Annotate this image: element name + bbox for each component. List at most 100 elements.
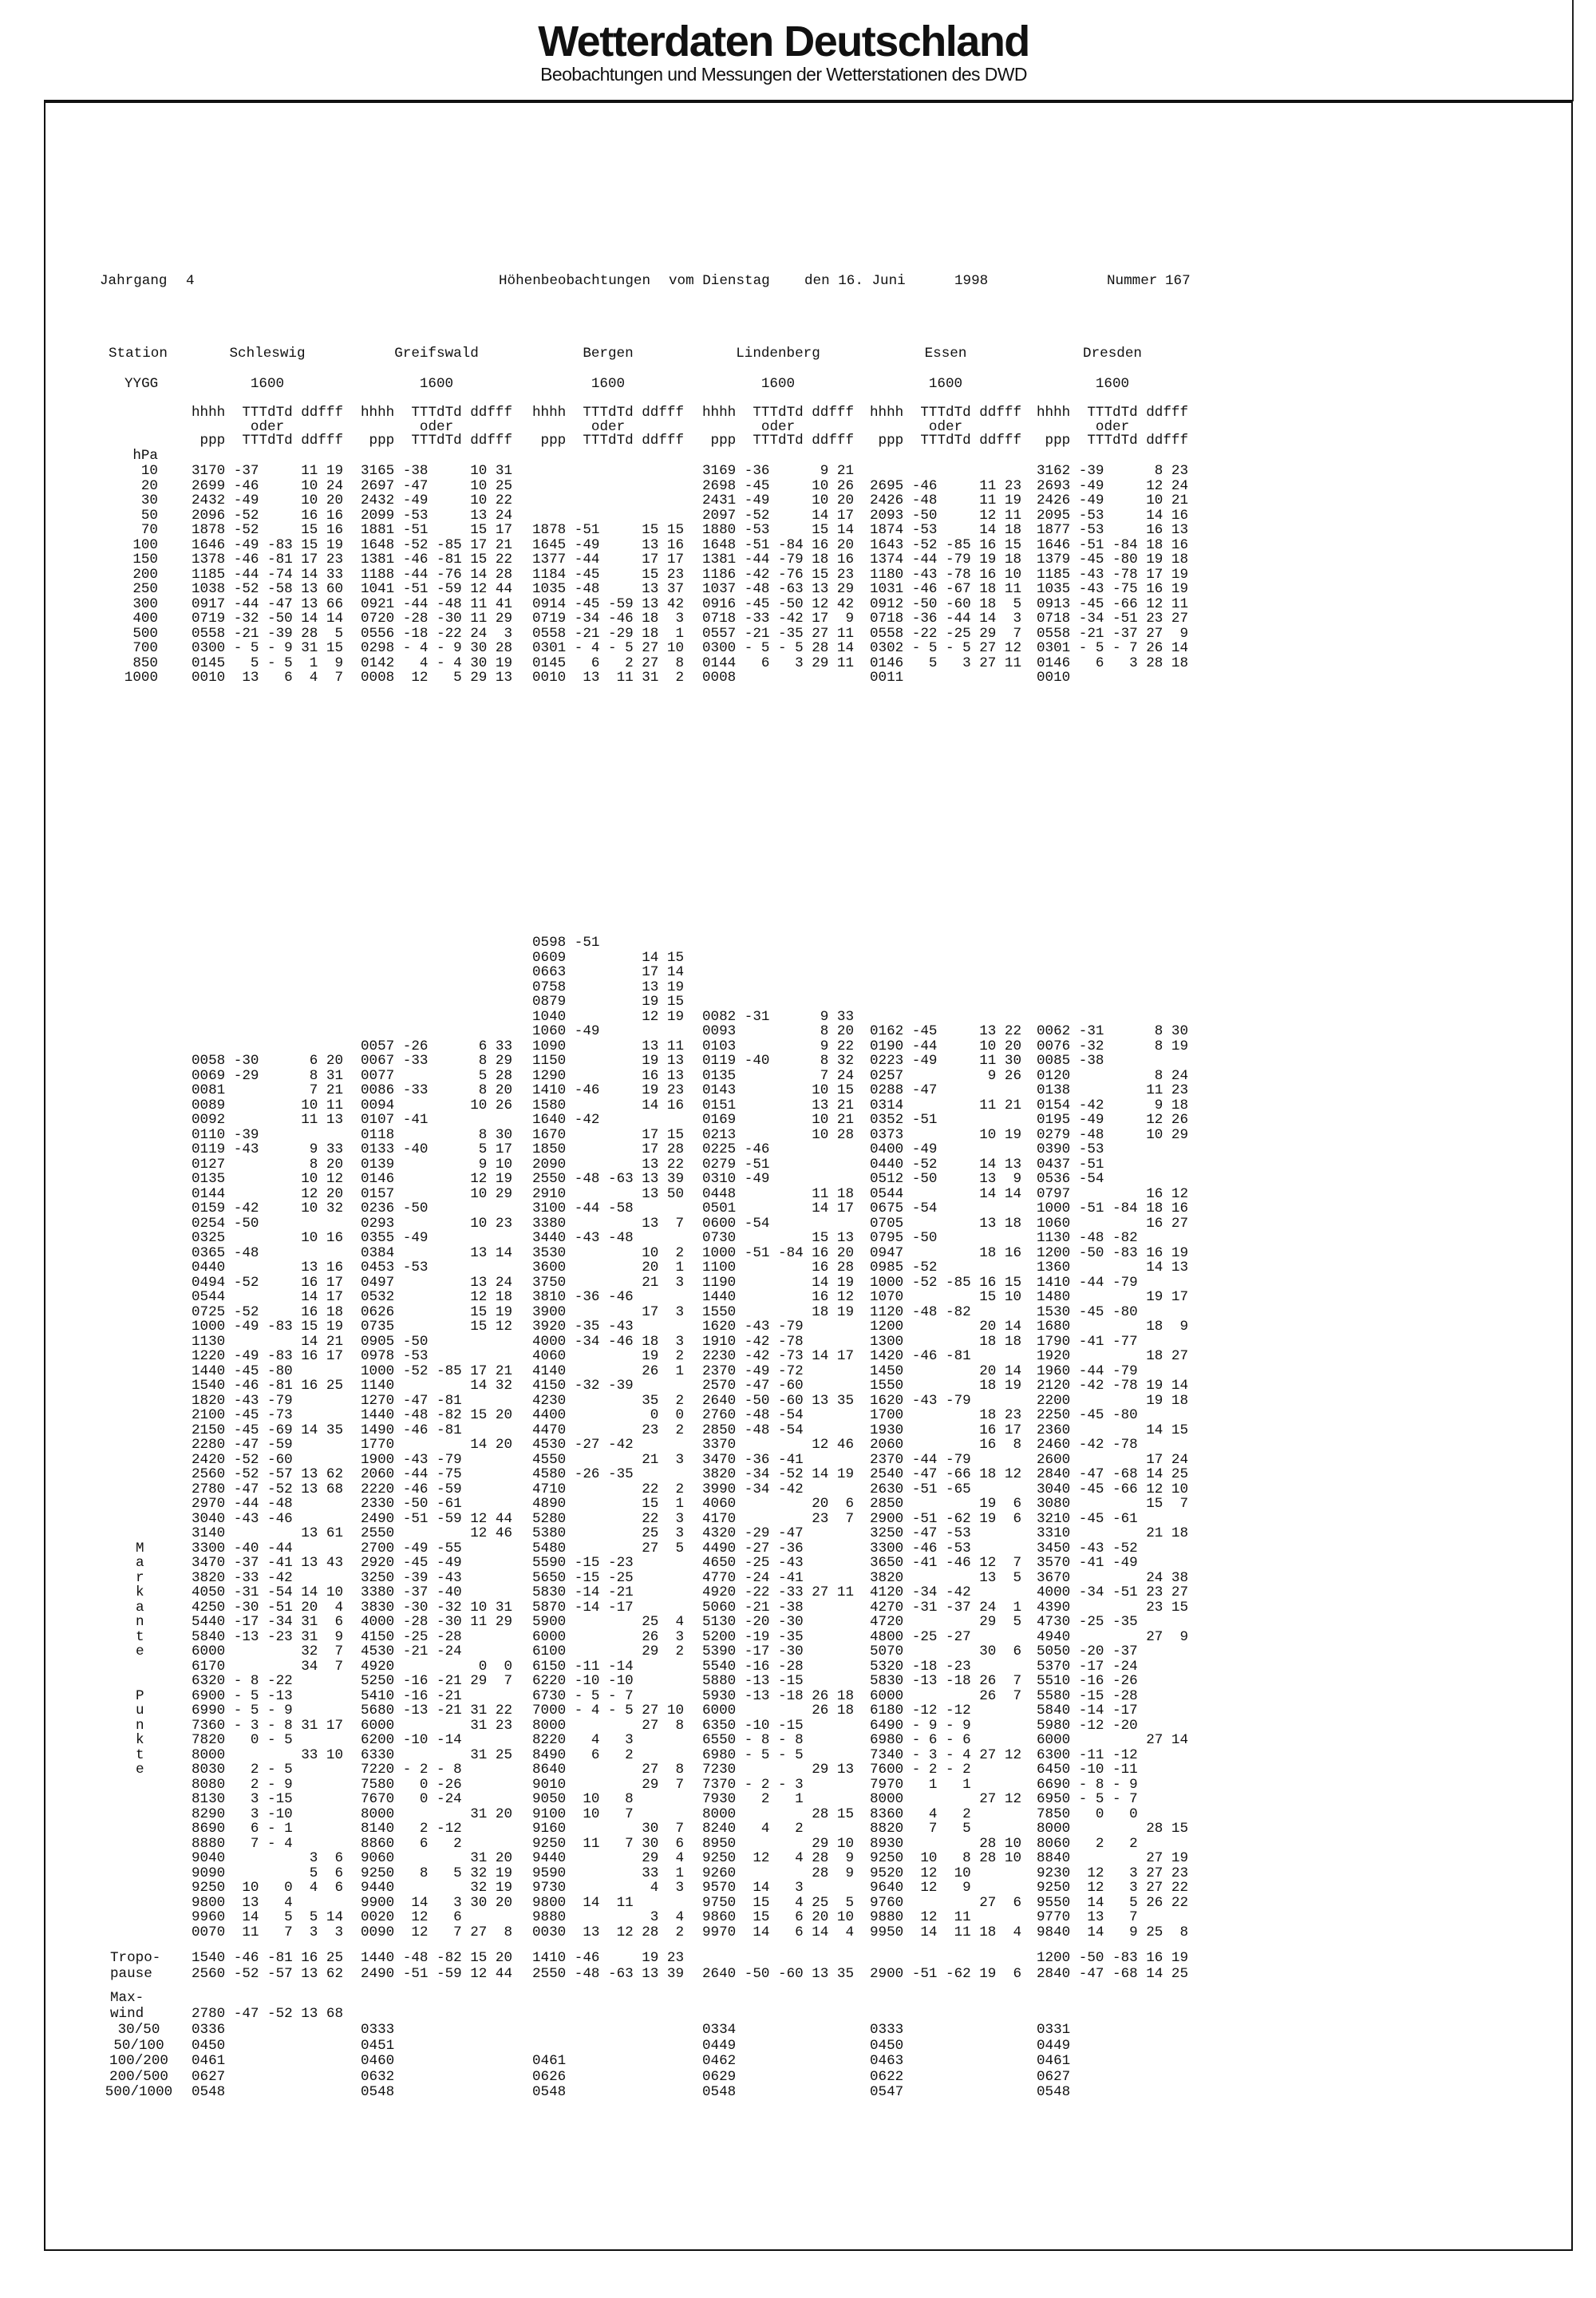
layer-thickness: 0548 <box>532 2084 567 2100</box>
data-row: 3470 -37 -41 13 43 <box>192 1555 344 1571</box>
data-row: 5680 -13 -21 31 22 <box>361 1703 513 1719</box>
data-row: 1620 -43 -79 <box>702 1319 804 1335</box>
data-row: 2697 -47 10 25 <box>361 477 513 494</box>
data-row: 0119 -40 8 32 <box>702 1053 855 1069</box>
data-row: 1420 -46 -81 <box>870 1348 971 1364</box>
column-header-line: hhhh TTTdTd ddfff <box>702 405 855 421</box>
document-frame <box>44 100 1573 2251</box>
data-row: 7580 0 -26 <box>361 1776 462 1793</box>
column-header-line: ppp TTTdTd ddfff <box>870 433 1022 449</box>
tropo-label-1: Tropo- <box>110 1950 161 1966</box>
data-row: 2760 -48 -54 <box>702 1407 804 1423</box>
data-row: 3820 -33 -42 <box>192 1569 293 1586</box>
data-row: 0223 -49 11 30 <box>870 1053 1022 1069</box>
data-row: 2780 -47 -52 13 68 <box>192 1481 344 1497</box>
issue-weekday: vom Dienstag <box>669 273 770 289</box>
data-row: 0195 -49 12 26 <box>1037 1112 1189 1128</box>
data-row <box>532 464 684 479</box>
data-row: 1770 14 20 <box>361 1437 513 1453</box>
data-row: 1035 -48 13 37 <box>532 581 685 597</box>
data-row: 0302 - 5 - 5 27 12 <box>870 640 1022 656</box>
data-row: 1620 -43 -79 <box>870 1392 971 1409</box>
data-row: 2420 -52 -60 <box>192 1451 293 1468</box>
data-row: 4230 35 2 <box>532 1392 685 1409</box>
data-row: 1040 12 19 <box>532 1008 685 1025</box>
data-row: 4490 -27 -36 <box>702 1540 804 1556</box>
markante-letter: a <box>136 1555 144 1571</box>
data-row: 3040 -45 -66 12 10 <box>1037 1481 1189 1497</box>
data-row: 5130 -20 -30 <box>702 1614 804 1630</box>
data-row: 3570 -41 -49 <box>1037 1555 1138 1571</box>
data-row: 1878 -52 15 16 <box>192 522 344 538</box>
data-row: 8130 3 -15 <box>192 1791 293 1807</box>
data-row: 0705 13 18 <box>870 1215 1022 1232</box>
data-row: 1200 -50 -83 16 19 <box>1037 1950 1189 1966</box>
data-row: 0086 -33 8 20 <box>361 1082 513 1098</box>
data-row: 9010 29 7 <box>532 1776 685 1793</box>
data-row: 0146 5 3 27 11 <box>870 655 1022 671</box>
data-row: 2840 -47 -68 14 25 <box>1037 1966 1189 1982</box>
data-row: 3370 12 46 <box>702 1437 855 1453</box>
data-row: 0279 -51 <box>702 1156 770 1173</box>
data-row: 0300 - 5 - 5 28 14 <box>702 640 855 656</box>
data-row: 2060 -44 -75 <box>361 1466 462 1482</box>
data-row: 1140 14 32 <box>361 1378 513 1394</box>
data-row: 0905 -50 <box>361 1333 429 1350</box>
data-row: 2700 -49 -55 <box>361 1540 462 1556</box>
data-row: 0120 8 24 <box>1037 1067 1189 1084</box>
data-row: 9840 14 9 25 8 <box>1037 1924 1189 1940</box>
data-row: 3600 20 1 <box>532 1260 685 1276</box>
data-row: 0092 11 13 <box>192 1112 344 1128</box>
column-header-line: oder <box>361 418 454 435</box>
column-header-line: hhhh TTTdTd ddfff <box>532 405 685 421</box>
data-row: 0536 -54 <box>1037 1171 1104 1187</box>
data-row: 1184 -45 15 23 <box>532 566 685 583</box>
column-header-line: ppp TTTdTd ddfff <box>702 433 855 449</box>
data-row: 0365 -48 <box>192 1244 259 1261</box>
data-row: 8220 4 3 <box>532 1732 634 1748</box>
data-row: 7930 2 1 <box>702 1791 804 1807</box>
data-row: 6300 -11 -12 <box>1037 1746 1138 1763</box>
pressure-level: 1000 <box>124 670 158 686</box>
data-row: 1185 -44 -74 14 33 <box>192 566 344 583</box>
column-header-line: oder <box>1037 418 1130 435</box>
station-name: Lindenberg <box>736 346 820 362</box>
layer-thickness: 0450 <box>870 2037 904 2054</box>
data-row: 0437 -51 <box>1037 1156 1104 1173</box>
data-row: 6550 - 8 - 8 <box>702 1732 804 1748</box>
maxwind-label-1: Max- <box>110 1990 144 2006</box>
data-row: 6100 29 2 <box>532 1643 685 1659</box>
pressure-level: 70 <box>140 522 158 538</box>
data-row: 0213 10 28 <box>702 1126 855 1143</box>
data-row: 0119 -43 9 33 <box>192 1141 344 1157</box>
tropopause-values: 1410 -46 19 23 2550 -48 -63 13 39 <box>532 1950 684 1982</box>
data-row: 2220 -46 -59 <box>361 1481 462 1497</box>
data-row: 0390 -53 <box>1037 1141 1104 1157</box>
data-row: 6450 -10 -11 <box>1037 1762 1138 1778</box>
data-row: 4710 22 2 <box>532 1481 685 1497</box>
station-name: Bergen <box>583 346 634 362</box>
data-row: 0598 -51 <box>532 935 600 951</box>
data-row: 0558 -21 -37 27 9 <box>1037 625 1189 642</box>
data-row: 1377 -44 17 17 <box>532 552 685 568</box>
data-row: 5050 -20 -37 <box>1037 1643 1138 1659</box>
data-row: 2150 -45 -69 14 35 <box>192 1422 344 1438</box>
data-row: 0142 4 - 4 30 19 <box>361 655 513 671</box>
pressure-level: 850 <box>132 655 158 671</box>
data-row: 9950 14 11 18 4 <box>870 1924 1022 1940</box>
data-row: 2100 -45 -73 <box>192 1407 293 1423</box>
data-row: 9250 10 8 28 10 <box>870 1850 1022 1866</box>
data-row: 7970 1 1 <box>870 1776 971 1793</box>
data-row: 9570 14 3 <box>702 1880 804 1896</box>
tropopause-values: 1540 -46 -81 16 25 2560 -52 -57 13 62 <box>192 1950 343 1982</box>
data-row: 0795 -50 <box>870 1230 938 1246</box>
data-row: 2920 -45 -49 <box>361 1555 462 1571</box>
data-row: 0143 10 15 <box>702 1082 855 1098</box>
data-row: 5590 -15 -23 <box>532 1555 634 1571</box>
data-row: 3650 -41 -46 12 7 <box>870 1555 1022 1571</box>
data-row: 2640 -50 -60 13 35 <box>702 1392 855 1409</box>
data-row: 1070 15 10 <box>870 1289 1022 1305</box>
data-row: 0978 -53 <box>361 1348 429 1364</box>
data-row: 1880 -53 15 14 <box>702 522 855 538</box>
data-row: 0057 -26 6 33 <box>361 1038 513 1054</box>
